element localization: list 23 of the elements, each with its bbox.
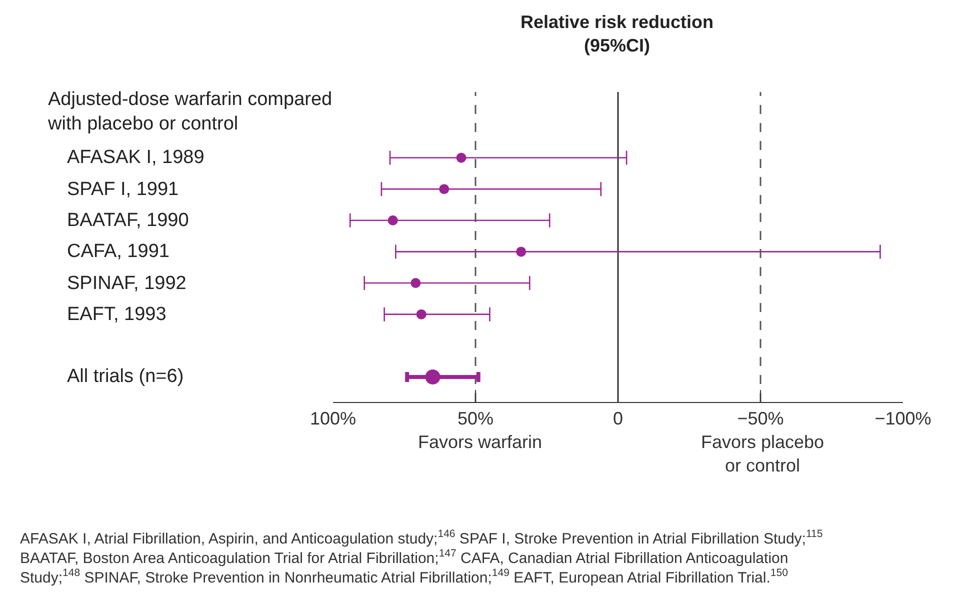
text: Adjusted-dose warfarin compared with placebo or control: [47, 89, 332, 135]
point: [439, 184, 450, 194]
chart-title: Relative risk reduction (95%CI): [520, 12, 714, 56]
y-tick-label: BAATAF, 1990: [67, 210, 189, 231]
text: Favors placebo or control: [701, 432, 824, 476]
x-tick-label: −50%: [737, 408, 784, 429]
text: AFASAK I, Atrial Fibrillation, Aspirin, and Anticoagulation study;$^{146}$ SPAF I, Stroke Prevention in Atrial Fibrillation Study;$^{115}$ BAATAF, Boston Area Anticoagulation Trial for Atrial Fibrillation;$^{147}$ CAFA, Canadian Atrial Fibrillation Anticoagulation Study;$^{148}$ SPINAF, Stroke Prevention in Nonrheumatic Atrial Fibrillation;$^{149}$ EAFT, European Atrial Fibrillation Trial.$^{150}$: [20, 528, 823, 586]
point: [410, 278, 421, 288]
y-tick-label: AFASAK I, 1989: [67, 147, 204, 168]
point: [416, 309, 426, 320]
x-tick-label: 50%: [457, 408, 494, 429]
text: Favors warfarin: [418, 432, 542, 452]
y-tick-label: EAFT, 1993: [67, 304, 166, 325]
x-tick-label: 100%: [310, 408, 356, 429]
y-tick-label: CAFA, 1991: [67, 241, 170, 262]
y-tick-label: All trials (n=6): [67, 366, 184, 387]
point: [456, 152, 466, 163]
point: [388, 215, 398, 226]
point: [516, 246, 526, 257]
y-tick-label: SPAF I, 1991: [67, 179, 179, 200]
y-tick-label: SPINAF, 1992: [67, 273, 186, 294]
x-tick-label: −100%: [874, 408, 932, 429]
x-tick-label: 0: [612, 408, 624, 429]
